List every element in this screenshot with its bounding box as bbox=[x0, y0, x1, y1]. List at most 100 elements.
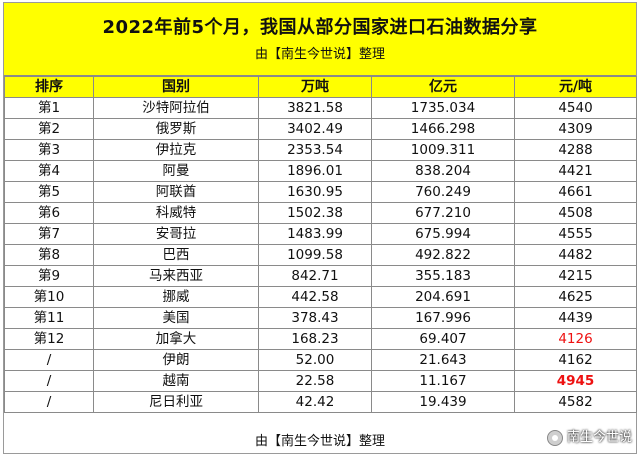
cell-ten-thousand-tons: 378.43 bbox=[258, 307, 372, 329]
cell-ten-thousand-tons: 1099.58 bbox=[258, 244, 372, 266]
cell-hundred-million-yuan: 204.691 bbox=[371, 286, 515, 308]
cell-country: 加拿大 bbox=[93, 328, 259, 350]
cell-ten-thousand-tons: 1483.99 bbox=[258, 223, 372, 245]
cell-rank: 第1 bbox=[4, 97, 94, 119]
cell-country: 越南 bbox=[93, 370, 259, 392]
cell-ten-thousand-tons: 1896.01 bbox=[258, 160, 372, 182]
cell-rank: 第8 bbox=[4, 244, 94, 266]
cell-hundred-million-yuan: 19.439 bbox=[371, 391, 515, 413]
table-row: 第9 马来西亚 842.71 355.183 4215 bbox=[4, 265, 637, 287]
cell-ten-thousand-tons: 442.58 bbox=[258, 286, 372, 308]
cell-ten-thousand-tons: 1502.38 bbox=[258, 202, 372, 224]
table-row: 第2 俄罗斯 3402.49 1466.298 4309 bbox=[4, 118, 637, 140]
cell-hundred-million-yuan: 11.167 bbox=[371, 370, 515, 392]
cell-yuan-per-ton: 4945 bbox=[514, 370, 637, 392]
cell-rank: 第9 bbox=[4, 265, 94, 287]
cell-country: 阿联酋 bbox=[93, 181, 259, 203]
table-row: 第10 挪威 442.58 204.691 4625 bbox=[4, 286, 637, 308]
cell-rank: / bbox=[4, 349, 94, 371]
cell-rank: / bbox=[4, 370, 94, 392]
cell-hundred-million-yuan: 838.204 bbox=[371, 160, 515, 182]
cell-rank: 第5 bbox=[4, 181, 94, 203]
cell-rank: 第4 bbox=[4, 160, 94, 182]
page-title: 2022年前5个月，我国从部分国家进口石油数据分享 bbox=[102, 17, 538, 38]
cell-yuan-per-ton: 4215 bbox=[514, 265, 637, 287]
cell-yuan-per-ton: 4482 bbox=[514, 244, 637, 266]
cell-country: 马来西亚 bbox=[93, 265, 259, 287]
cell-ten-thousand-tons: 1630.95 bbox=[258, 181, 372, 203]
cell-yuan-per-ton: 4625 bbox=[514, 286, 637, 308]
table-row: 第12 加拿大 168.23 69.407 4126 bbox=[4, 328, 637, 350]
cell-hundred-million-yuan: 1735.034 bbox=[371, 97, 515, 119]
cell-country: 尼日利亚 bbox=[93, 391, 259, 413]
cell-hundred-million-yuan: 675.994 bbox=[371, 223, 515, 245]
table-row: / 尼日利亚 42.42 19.439 4582 bbox=[4, 391, 637, 413]
cell-hundred-million-yuan: 677.210 bbox=[371, 202, 515, 224]
cell-country: 巴西 bbox=[93, 244, 259, 266]
cell-yuan-per-ton: 4126 bbox=[514, 328, 637, 350]
table-row: 第1 沙特阿拉伯 3821.58 1735.034 4540 bbox=[4, 97, 637, 119]
spreadsheet: 2022年前5个月，我国从部分国家进口石油数据分享 由【南生今世说】整理 排序 … bbox=[3, 2, 637, 454]
cell-ten-thousand-tons: 42.42 bbox=[258, 391, 372, 413]
table-row: / 伊朗 52.00 21.643 4162 bbox=[4, 349, 637, 371]
cell-rank: 第10 bbox=[4, 286, 94, 308]
cell-rank: 第11 bbox=[4, 307, 94, 329]
cell-rank: 第6 bbox=[4, 202, 94, 224]
cell-country: 科威特 bbox=[93, 202, 259, 224]
cell-hundred-million-yuan: 69.407 bbox=[371, 328, 515, 350]
cell-hundred-million-yuan: 167.996 bbox=[371, 307, 515, 329]
cell-country: 美国 bbox=[93, 307, 259, 329]
cell-yuan-per-ton: 4421 bbox=[514, 160, 637, 182]
table-body: 第1 沙特阿拉伯 3821.58 1735.034 4540 第2 俄罗斯 3402.49 14… bbox=[4, 97, 637, 413]
column-header-ten-thousand-tons: 万吨 bbox=[258, 76, 372, 98]
cell-ten-thousand-tons: 3402.49 bbox=[258, 118, 372, 140]
table-row: 第11 美国 378.43 167.996 4439 bbox=[4, 307, 637, 329]
cell-rank: 第7 bbox=[4, 223, 94, 245]
column-header-rank: 排序 bbox=[4, 76, 94, 98]
cell-rank: 第2 bbox=[4, 118, 94, 140]
column-header-hundred-million-yuan: 亿元 bbox=[371, 76, 515, 98]
table-row: 第4 阿曼 1896.01 838.204 4421 bbox=[4, 160, 637, 182]
watermark-text: 南生今世说 bbox=[566, 430, 632, 445]
cell-rank: 第3 bbox=[4, 139, 94, 161]
cell-ten-thousand-tons: 52.00 bbox=[258, 349, 372, 371]
cell-country: 俄罗斯 bbox=[93, 118, 259, 140]
table-row: 第5 阿联酋 1630.95 760.249 4661 bbox=[4, 181, 637, 203]
cell-country: 伊拉克 bbox=[93, 139, 259, 161]
cell-country: 阿曼 bbox=[93, 160, 259, 182]
cell-country: 挪威 bbox=[93, 286, 259, 308]
cell-yuan-per-ton: 4661 bbox=[514, 181, 637, 203]
cell-country: 沙特阿拉伯 bbox=[93, 97, 259, 119]
watermark: 南生今世说 bbox=[546, 426, 632, 450]
column-header-yuan-per-ton: 元/吨 bbox=[514, 76, 637, 98]
cell-hundred-million-yuan: 355.183 bbox=[371, 265, 515, 287]
footer-note: 由【南生今世说】整理 bbox=[254, 434, 385, 449]
cell-yuan-per-ton: 4439 bbox=[514, 307, 637, 329]
cell-yuan-per-ton: 4162 bbox=[514, 349, 637, 371]
cell-ten-thousand-tons: 3821.58 bbox=[258, 97, 372, 119]
cell-yuan-per-ton: 4555 bbox=[514, 223, 637, 245]
account-avatar-icon bbox=[546, 430, 563, 446]
page-subtitle: 由【南生今世说】整理 bbox=[254, 47, 385, 62]
cell-hundred-million-yuan: 21.643 bbox=[371, 349, 515, 371]
cell-hundred-million-yuan: 1466.298 bbox=[371, 118, 515, 140]
cell-hundred-million-yuan: 760.249 bbox=[371, 181, 515, 203]
cell-yuan-per-ton: 4309 bbox=[514, 118, 637, 140]
table-row: 第8 巴西 1099.58 492.822 4482 bbox=[4, 244, 637, 266]
oil-import-table: 排序 国别 万吨 亿元 元/吨 第1 沙特阿拉伯 3821.58 1735.034 45… bbox=[4, 76, 637, 413]
cell-ten-thousand-tons: 842.71 bbox=[258, 265, 372, 287]
cell-ten-thousand-tons: 22.58 bbox=[258, 370, 372, 392]
cell-hundred-million-yuan: 492.822 bbox=[371, 244, 515, 266]
cell-yuan-per-ton: 4582 bbox=[514, 391, 637, 413]
table-row: 第3 伊拉克 2353.54 1009.311 4288 bbox=[4, 139, 637, 161]
table-row: 第6 科威特 1502.38 677.210 4508 bbox=[4, 202, 637, 224]
column-header-country: 国别 bbox=[93, 76, 259, 98]
cell-hundred-million-yuan: 1009.311 bbox=[371, 139, 515, 161]
table-header-row: 排序 国别 万吨 亿元 元/吨 bbox=[4, 76, 637, 98]
cell-ten-thousand-tons: 2353.54 bbox=[258, 139, 372, 161]
cell-rank: / bbox=[4, 391, 94, 413]
table-row: / 越南 22.58 11.167 4945 bbox=[4, 370, 637, 392]
title-block: 2022年前5个月，我国从部分国家进口石油数据分享 由【南生今世说】整理 bbox=[4, 3, 636, 76]
cell-rank: 第12 bbox=[4, 328, 94, 350]
cell-yuan-per-ton: 4288 bbox=[514, 139, 637, 161]
